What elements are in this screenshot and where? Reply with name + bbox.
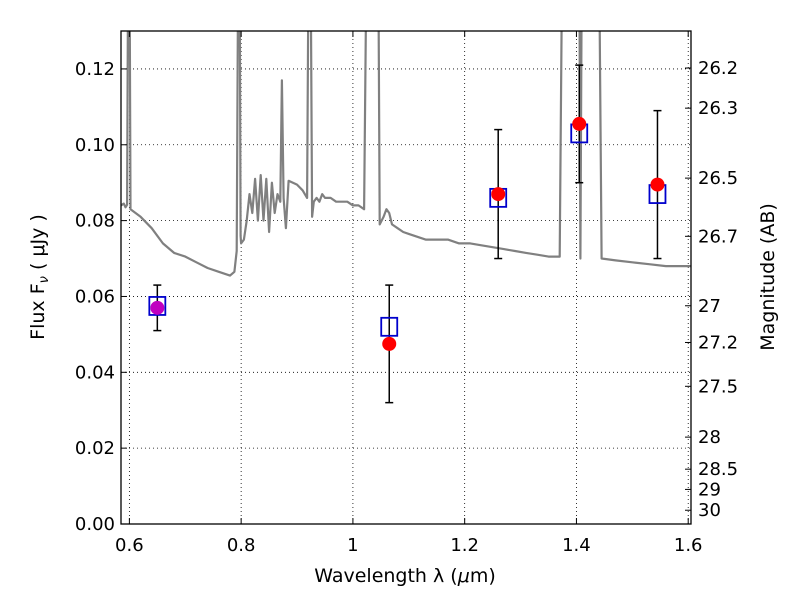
mag-tick-label: 29	[698, 479, 721, 500]
y-tick-label: 0.10	[75, 135, 115, 156]
x-axis-label-text: Wavelength λ (	[314, 565, 457, 587]
y-tick-label: 0.00	[75, 514, 115, 535]
model-point	[148, 296, 167, 316]
mag-tick-label: 30	[698, 500, 721, 521]
mag-tick-label: 27	[698, 296, 721, 317]
grid	[121, 31, 691, 525]
x-tick-label: 1.4	[562, 535, 591, 556]
x-axis-label-mu: μ	[457, 565, 470, 587]
x-tick-label: 1.2	[450, 535, 479, 556]
x-axis-label: Wavelength λ (μm)	[314, 565, 495, 587]
mag-tick-label: 28	[698, 427, 721, 448]
mag-tick-label: 26.7	[698, 226, 738, 247]
plot-frame	[120, 30, 692, 525]
y-axis-label-left-unit: ( μJy )	[27, 214, 49, 276]
y-axis-label-left-sub: ν	[37, 276, 52, 283]
mag-tick-label: 27.2	[698, 332, 738, 353]
observed-point	[650, 177, 665, 192]
y-axis-label-left-text: Flux F	[27, 283, 49, 339]
observed-point	[572, 116, 587, 131]
mag-tick-label: 26.3	[698, 98, 738, 119]
y-tick-label: 0.04	[75, 362, 115, 383]
mag-tick-label: 26.2	[698, 58, 738, 79]
mag-tick-label: 26.5	[698, 168, 738, 189]
x-tick-label: 1.6	[674, 535, 703, 556]
y-tick-label: 0.08	[75, 211, 115, 232]
x-tick-label: 0.8	[227, 535, 256, 556]
y-axis-label-left: Flux Fν ( μJy )	[27, 214, 52, 340]
mag-tick-label: 27.5	[698, 376, 738, 397]
observed-point	[491, 187, 506, 202]
y-tick-label: 0.06	[75, 286, 115, 307]
x-tick-label: 1	[347, 535, 358, 556]
mag-tick-label: 28.5	[698, 459, 738, 480]
observed-point	[150, 300, 165, 315]
plot-area	[121, 31, 691, 404]
x-tick-label: 0.6	[115, 535, 144, 556]
y-tick-label: 0.02	[75, 438, 115, 459]
observed-point	[382, 336, 397, 351]
y-tick-label: 0.12	[75, 59, 115, 80]
sed-template-line	[121, 31, 691, 277]
y-axis-label-right: Magnitude (AB)	[757, 203, 779, 351]
axes: 0.6 0.8 1 1.2 1.4 1.6 0.00 0.02 0.04 0.06 0.08 0.10…	[75, 31, 738, 556]
model-point	[380, 316, 399, 337]
x-axis-label-unit: m)	[470, 565, 496, 587]
